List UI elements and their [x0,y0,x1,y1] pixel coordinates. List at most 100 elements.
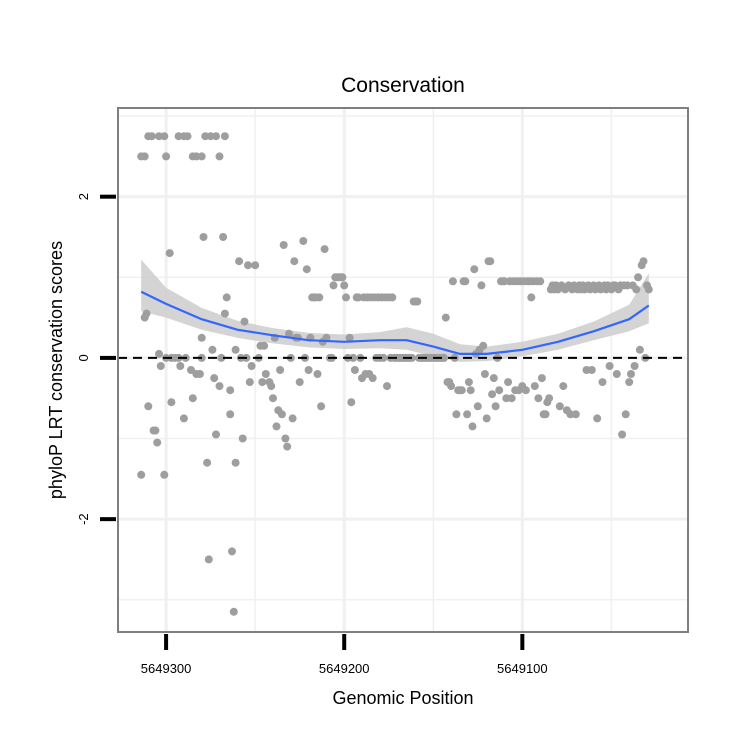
data-point [630,362,639,370]
plot-panel [117,107,689,633]
data-points [137,132,653,616]
data-point [491,402,500,411]
data-point [473,402,482,411]
data-point [541,410,550,419]
data-point [537,374,546,383]
data-point [486,257,495,266]
data-point [347,398,356,407]
data-point [244,261,252,270]
data-point [212,132,220,141]
data-point [137,470,146,479]
data-point [235,257,244,266]
data-point [217,353,226,362]
chart-title: Conservation [341,74,465,97]
data-point [160,470,169,479]
data-point [276,366,285,374]
data-point [290,257,299,266]
data-point [598,378,607,387]
data-point [521,386,530,395]
data-point [448,277,457,286]
data-point [639,257,648,266]
data-point [219,233,228,241]
data-point [220,309,229,318]
data-point [212,430,220,439]
data-point [226,386,235,395]
data-point [245,378,254,387]
data-point [231,458,240,467]
data-point [634,273,643,282]
data-point [231,345,240,354]
data-point [197,152,206,161]
data-point [587,366,596,374]
data-point [342,293,350,302]
data-point [176,362,185,370]
data-point [452,410,461,419]
data-point [338,273,347,282]
data-point [258,378,267,387]
plot-border [117,107,689,633]
data-point [545,394,554,403]
data-point [228,547,236,556]
data-point [281,434,290,443]
data-point [350,366,359,374]
data-point [632,285,641,294]
data-point [555,402,564,411]
data-point [571,410,580,419]
x-tick-label: 5649200 [319,661,370,676]
data-point [507,394,516,403]
data-point [210,374,219,383]
data-point [488,390,497,399]
data-point [466,386,475,395]
data-point [470,265,479,274]
data-point [463,410,472,419]
data-point [527,293,536,302]
data-point [304,366,313,374]
data-point [226,410,235,419]
y-tick-label: 2 [76,193,91,200]
data-point [440,353,448,362]
y-tick-label: -2 [76,513,91,525]
data-point [272,422,281,431]
data-point [379,353,388,362]
data-point [340,281,349,290]
data-point [195,370,204,378]
data-point [162,152,171,161]
data-point [457,386,466,395]
data-point [413,297,422,306]
data-point [283,442,292,451]
data-point [383,382,391,391]
data-point [279,241,288,249]
data-point [618,430,627,439]
data-point [495,386,504,395]
data-point [477,281,486,290]
data-point [247,362,256,370]
data-point [530,382,539,391]
data-point [635,345,644,354]
data-point [208,345,217,354]
data-point [155,349,163,358]
data-point [322,333,331,342]
data-point [349,353,358,362]
data-point [329,281,338,290]
data-point [447,382,456,391]
data-point [140,152,149,161]
data-point [593,414,602,423]
confidence-band [141,259,649,362]
data-point [482,414,491,423]
data-point [480,370,489,378]
data-point [144,402,153,411]
data-point [302,265,311,274]
data-point [489,374,498,383]
data-point [285,329,293,338]
data-point [165,249,174,258]
data-point [240,317,249,326]
x-axis-label: Genomic Position [332,688,473,708]
data-point [251,261,260,270]
data-point [238,434,247,443]
smooth-line [140,290,650,355]
data-point [345,333,354,342]
data-point [153,438,162,447]
data-point [464,378,473,387]
data-point [612,370,621,378]
